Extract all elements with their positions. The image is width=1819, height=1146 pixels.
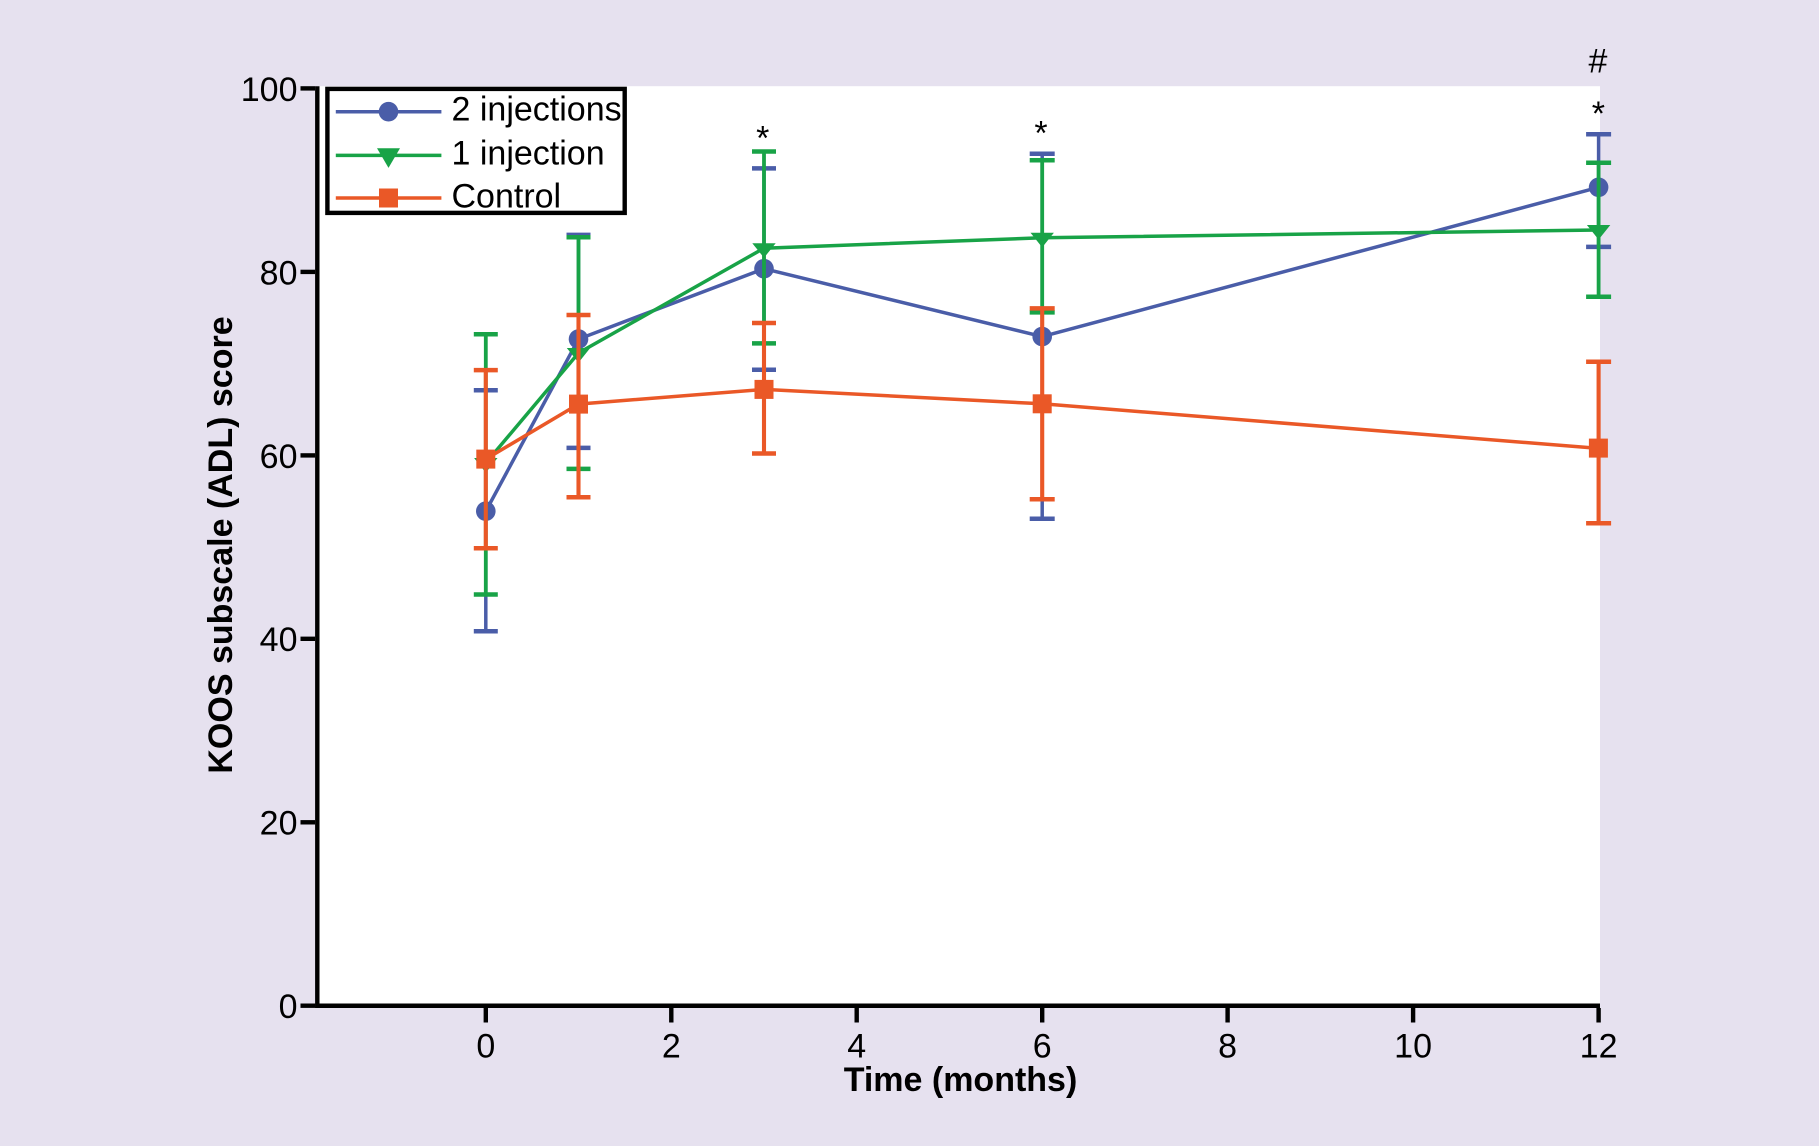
svg-text:8: 8: [1218, 1028, 1237, 1066]
svg-text:Time (months): Time (months): [844, 1061, 1078, 1099]
svg-text:#: #: [1589, 42, 1608, 80]
svg-text:2 injections: 2 injections: [452, 91, 622, 129]
svg-text:Control: Control: [452, 177, 562, 215]
svg-text:60: 60: [260, 438, 298, 476]
svg-text:0: 0: [279, 988, 298, 1026]
svg-text:20: 20: [260, 805, 298, 843]
svg-text:4: 4: [847, 1028, 866, 1066]
svg-text:*: *: [1034, 115, 1047, 153]
svg-text:10: 10: [1394, 1028, 1432, 1066]
svg-text:100: 100: [241, 71, 298, 109]
svg-text:6: 6: [1033, 1028, 1052, 1066]
svg-text:*: *: [1592, 95, 1605, 133]
svg-text:1 injection: 1 injection: [452, 135, 605, 173]
svg-text:*: *: [756, 119, 769, 157]
svg-text:2: 2: [662, 1028, 681, 1066]
svg-text:12: 12: [1580, 1028, 1618, 1066]
svg-text:KOOS subscale (ADL) score: KOOS subscale (ADL) score: [202, 316, 240, 773]
svg-text:80: 80: [260, 254, 298, 292]
svg-text:40: 40: [260, 621, 298, 659]
svg-text:0: 0: [476, 1028, 495, 1066]
